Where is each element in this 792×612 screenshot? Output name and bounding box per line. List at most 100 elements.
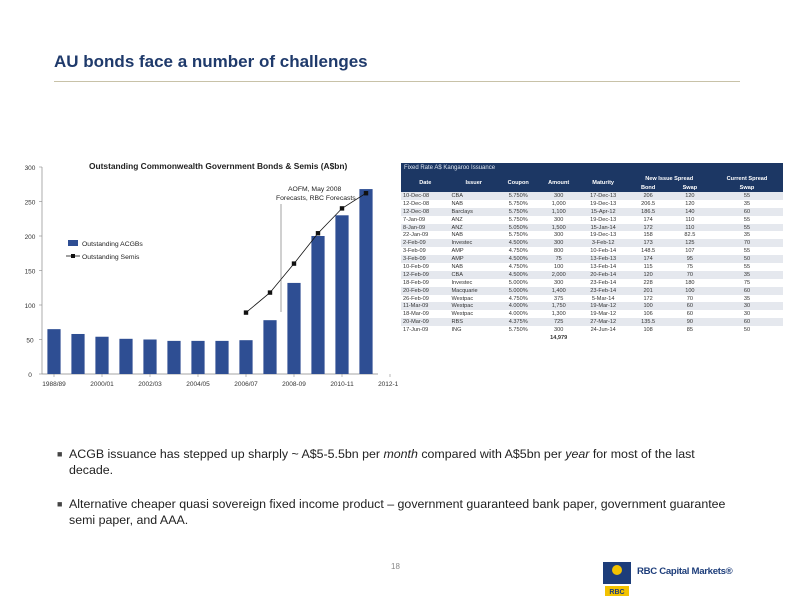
table-row: 18-Mar-09 Westpac 4.000% 1,300 19-Mar-12 106 6… [401,310,783,319]
x-tick-label: 1988/89 [42,381,66,388]
table-cell: 100 [627,302,669,311]
table-cell: 125 [668,239,711,248]
table-cell: 4.375% [498,318,539,327]
table-cell: 115 [627,263,669,271]
semis-line [245,192,367,313]
table-cell: 300 [538,239,579,248]
table-row: 10-Feb-09 NAB 4.750% 100 13-Feb-14 115 75 55 [401,263,783,271]
table-cell: 201 [627,286,669,295]
table-cell: 4.500% [498,239,539,248]
table-row: 20-Mar-09 RBS 4.375% 725 27-Mar-12 135.5 90 60 [401,318,783,327]
semis-point [315,231,321,236]
x-tick-label: 2004/05 [186,381,210,388]
table-cell: 8-Jan-09 [401,223,450,232]
table-cell: 5.000% [498,278,539,287]
page-title: AU bonds face a number of challenges [54,52,368,71]
table-cell: 23-Feb-14 [578,278,628,287]
table-cell: 30 [710,310,783,319]
legend-label: Outstanding ACGBs [82,241,143,248]
table-cell: 1,300 [538,310,579,319]
table-cell: 375 [538,294,579,303]
table-cell: 120 [627,270,669,279]
semis-point [339,206,345,211]
table-cell [627,334,669,342]
bar [359,189,373,374]
bar [239,340,253,374]
table-cell: 5.750% [498,199,539,208]
table-cell: ING [449,326,498,335]
table-cell: 3-Feb-12 [578,239,628,248]
y-tick-label: 250 [25,200,36,207]
table-cell: ANZ [449,215,498,224]
table-cell: Westpac [449,302,498,311]
rbc-logo-text: RBC [609,589,624,596]
table-cell: 148.5 [627,247,669,256]
table-cell: 107 [668,247,711,256]
table-cell: ANZ [449,223,498,232]
table-cell: 10-Dec-08 [401,192,450,200]
table-cell: 3-Feb-09 [401,247,450,256]
table-cell: 4.000% [498,310,539,319]
table-cell: Barclays [449,207,498,216]
bar [311,236,325,374]
bar [119,338,133,374]
page-number: 18 [391,562,400,571]
table-cell: 186.5 [627,207,669,216]
x-tick-label: 2006/07 [234,381,258,388]
bullet-list: ■ ACGB issuance has stepped up sharply ~… [57,446,747,546]
table-row: 18-Feb-09 Investec 5.000% 300 23-Feb-14 228 18… [401,278,783,287]
bar [143,339,157,374]
col-coupon: Coupon [498,174,539,192]
table-cell: 18-Mar-09 [401,310,450,319]
table-row: 7-Jan-09 ANZ 5.750% 300 19-Dec-13 174 110 55 [401,215,783,224]
table-cell: AMP [449,247,498,256]
table-cell: 10-Feb-09 [401,263,450,271]
bullet-text: Alternative cheaper quasi sovereign fixe… [69,497,726,527]
table-cell: 13-Feb-13 [578,255,628,264]
table-cell: 35 [710,199,783,208]
table-cell: 172 [627,294,669,303]
chart-annotation: Forecasts, RBC Forecasts [276,195,356,202]
table-cell [449,334,498,342]
table-cell: 5.750% [498,207,539,216]
table-cell: 5.750% [498,326,539,335]
table-cell: 60 [668,302,711,311]
y-tick-label: 50 [26,338,34,345]
table-row: 8-Jan-09 ANZ 5.050% 1,500 15-Jan-14 172 110 55 [401,223,783,232]
table-cell: 7-Jan-09 [401,215,450,224]
table-cell: 5.750% [498,192,539,200]
rbc-logo: RBC RBC Capital Markets® [601,560,741,598]
table-cell: 13-Feb-14 [578,263,628,271]
table-row: 17-Jun-09 ING 5.750% 300 24-Jun-14 108 85 50 [401,326,783,335]
table-cell: 20-Feb-09 [401,286,450,295]
semis-point [267,290,273,295]
table-cell: 35 [710,231,783,240]
table-cell: 300 [538,278,579,287]
table-cell: 5-Mar-14 [578,294,628,303]
table-cell: 135.5 [627,318,669,327]
kangaroo-table-panel: Fixed Rate A$ Kangaroo Issuance Date Iss… [401,163,783,358]
table-cell: 110 [668,215,711,224]
table-cell: 206 [627,192,669,200]
table-cell: 5.750% [498,215,539,224]
table-cell: 75 [538,255,579,264]
table-row: 3-Feb-09 AMP 4.500% 75 13-Feb-13 174 95 50 [401,255,783,264]
table-cell: 106 [627,310,669,319]
table-row: 22-Jan-09 NAB 5.750% 300 19-Dec-13 158 82.5 35 [401,231,783,240]
table-cell: CBA [449,270,498,279]
x-tick-label: 2012-13 [378,381,398,388]
table-cell: 725 [538,318,579,327]
table-total-amount: 14,979 [538,334,579,342]
table-cell [498,334,539,342]
x-tick-label: 2008-09 [282,381,306,388]
table-cell: 12-Dec-08 [401,199,450,208]
table-cell: 1,400 [538,286,579,295]
bar [47,329,61,374]
table-cell: 1,750 [538,302,579,311]
table-cell: 35 [710,270,783,279]
table-cell: 173 [627,239,669,248]
table-cell: 55 [710,215,783,224]
table-cell: 60 [710,286,783,295]
legend-bar-swatch [68,240,78,246]
table-cell: 30 [710,302,783,311]
